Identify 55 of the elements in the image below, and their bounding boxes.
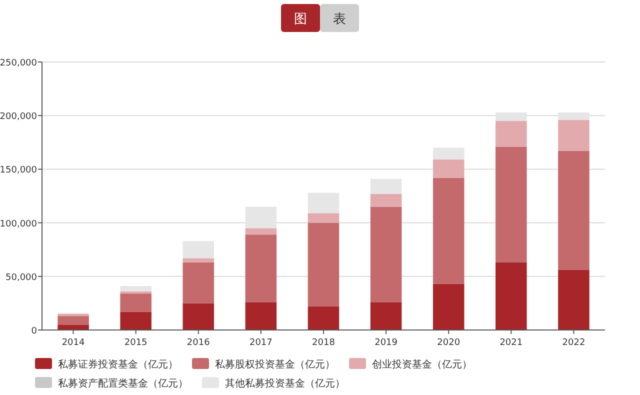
bar xyxy=(245,228,277,235)
bar xyxy=(432,284,464,330)
bar xyxy=(120,286,152,292)
x-tick-label: 2017 xyxy=(249,338,272,348)
bar xyxy=(370,206,402,302)
y-tick-label: 0 xyxy=(31,326,38,336)
bar xyxy=(120,312,152,330)
bar xyxy=(370,302,402,330)
legend-label: 私募资产配置类基金（亿元） xyxy=(58,378,188,390)
y-tick-label: 200,000 xyxy=(0,112,38,122)
bar xyxy=(182,303,214,330)
bar xyxy=(496,112,527,121)
bar xyxy=(120,294,152,312)
x-tick-label: 2021 xyxy=(500,338,523,348)
bar xyxy=(182,241,214,258)
bar xyxy=(496,262,527,330)
x-tick-label: 2014 xyxy=(62,338,86,348)
bar xyxy=(370,194,402,207)
x-tick-label: 2015 xyxy=(124,338,148,348)
bar xyxy=(370,178,402,194)
y-tick-label: 250,000 xyxy=(0,58,38,68)
bar xyxy=(496,146,527,262)
bar xyxy=(58,324,89,330)
bar xyxy=(182,262,214,304)
bar xyxy=(308,306,340,330)
bar xyxy=(245,234,277,302)
bar xyxy=(120,291,152,294)
bar xyxy=(308,192,340,214)
bar xyxy=(182,258,214,262)
x-tick-label: 2019 xyxy=(374,338,398,348)
y-tick-label: 50,000 xyxy=(6,272,38,283)
bar xyxy=(245,206,277,228)
bar xyxy=(558,120,590,151)
y-tick-label: 150,000 xyxy=(0,166,38,176)
bar xyxy=(308,213,340,223)
bar xyxy=(432,178,464,284)
x-tick-label: 2016 xyxy=(186,338,210,348)
bar xyxy=(58,314,89,316)
bar xyxy=(308,222,340,306)
x-tick-label: 2022 xyxy=(562,338,586,348)
bar xyxy=(558,270,590,330)
bar xyxy=(245,302,277,330)
bar xyxy=(558,150,590,270)
legend-label: 创业投资基金（亿元） xyxy=(372,358,472,370)
legend-label: 私募证券投资基金（亿元） xyxy=(58,358,178,370)
bar xyxy=(432,160,464,178)
legend-label: 其他私募投资基金（亿元） xyxy=(225,378,345,390)
x-tick-label: 2018 xyxy=(312,338,336,348)
bar xyxy=(558,112,590,120)
x-tick-label: 2020 xyxy=(437,338,460,348)
legend-label: 私募股权投资基金（亿元） xyxy=(215,358,335,370)
bar xyxy=(496,120,527,147)
bar xyxy=(58,316,89,325)
bar xyxy=(432,148,464,160)
y-tick-label: 100,000 xyxy=(0,219,38,230)
